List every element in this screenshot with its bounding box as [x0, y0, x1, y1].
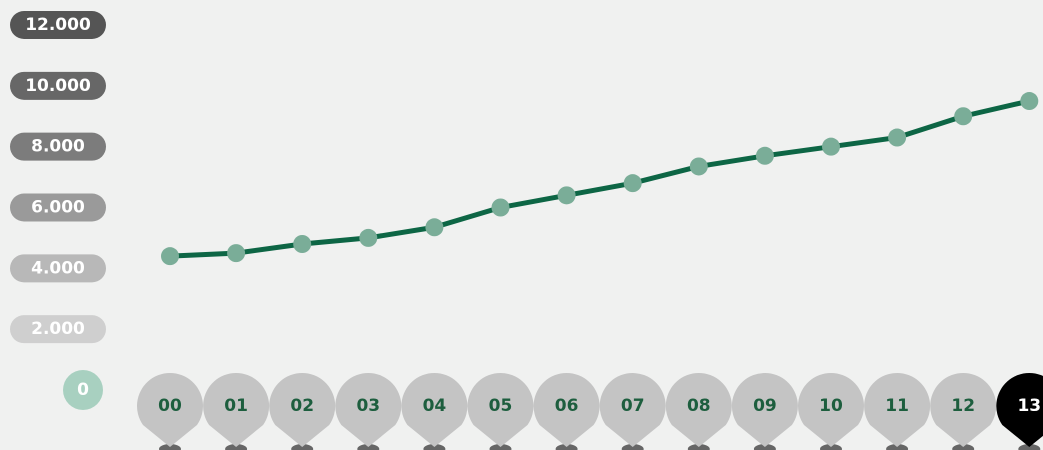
pin-base — [886, 444, 909, 450]
data-point — [755, 146, 774, 165]
x-tick-label: 09 — [753, 396, 777, 416]
pin-base — [357, 444, 380, 450]
category-pin[interactable] — [137, 373, 203, 447]
category-pin[interactable] — [731, 373, 798, 447]
pin-base — [555, 444, 578, 450]
line — [169, 98, 1030, 259]
pin-base — [753, 444, 776, 450]
y-tick-pill — [63, 370, 103, 410]
x-tick-label: 13 — [1017, 396, 1041, 416]
y-tick-label: 12.000 — [25, 15, 91, 35]
category-pin[interactable] — [335, 373, 402, 447]
y-tick-pill — [10, 254, 106, 283]
pin-base — [621, 444, 644, 450]
y-tick-label: 8.000 — [31, 137, 85, 157]
data-point — [359, 228, 378, 247]
category-pin[interactable] — [269, 373, 336, 447]
data-point — [557, 186, 576, 205]
data-point — [425, 218, 444, 237]
x-tick-label: 04 — [423, 396, 447, 416]
pin-base — [159, 444, 181, 450]
category-pin[interactable] — [930, 373, 997, 447]
pin-base — [952, 444, 975, 450]
data-point — [954, 107, 973, 126]
x-tick-label: 08 — [687, 396, 711, 416]
data-point — [161, 247, 179, 266]
category-pin[interactable] — [599, 373, 666, 447]
y-tick-pill — [10, 193, 106, 222]
pin-base — [291, 444, 314, 450]
y-tick-pill — [10, 11, 106, 39]
data-point — [623, 174, 642, 193]
data-point — [888, 128, 907, 147]
data-point — [491, 198, 510, 217]
y-tick-pill — [10, 132, 106, 161]
y-tick-label: 4.000 — [31, 258, 85, 278]
data-point — [822, 137, 840, 156]
pin-base — [423, 444, 446, 450]
category-pin[interactable] — [665, 373, 732, 447]
pin-base — [489, 444, 512, 450]
x-tick-label: 01 — [224, 396, 248, 416]
data-point — [689, 157, 708, 176]
y-tick-label: 6.000 — [31, 198, 85, 218]
x-tick-label: 07 — [621, 396, 645, 416]
x-tick-label: 05 — [489, 396, 513, 416]
pin-base — [820, 444, 842, 450]
x-tick-label: 00 — [158, 396, 182, 416]
x-tick-label: 02 — [290, 396, 314, 416]
data-point — [1020, 92, 1039, 111]
y-tick-label: 0 — [77, 380, 89, 400]
x-tick-label: 03 — [356, 396, 380, 416]
x-tick-label: 12 — [951, 396, 975, 416]
x-tick-label: 10 — [819, 396, 843, 416]
pin-base — [225, 444, 248, 450]
data-point — [227, 244, 246, 263]
pin-base — [1018, 444, 1041, 450]
data-point — [293, 235, 312, 253]
category-pin[interactable] — [864, 373, 931, 447]
y-tick-label: 2.000 — [31, 319, 85, 339]
x-tick-label: 06 — [555, 396, 579, 416]
category-pin[interactable] — [467, 373, 534, 447]
category-pin[interactable] — [533, 373, 600, 447]
category-pin[interactable] — [996, 373, 1043, 447]
y-tick-pill — [10, 315, 106, 344]
category-pin[interactable] — [798, 373, 865, 447]
category-pin[interactable] — [203, 373, 270, 447]
category-pin[interactable] — [401, 373, 468, 447]
y-tick-pill — [10, 71, 106, 100]
y-tick-label: 10.000 — [25, 76, 91, 96]
x-tick-label: 11 — [885, 396, 909, 416]
pin-base — [687, 444, 710, 450]
